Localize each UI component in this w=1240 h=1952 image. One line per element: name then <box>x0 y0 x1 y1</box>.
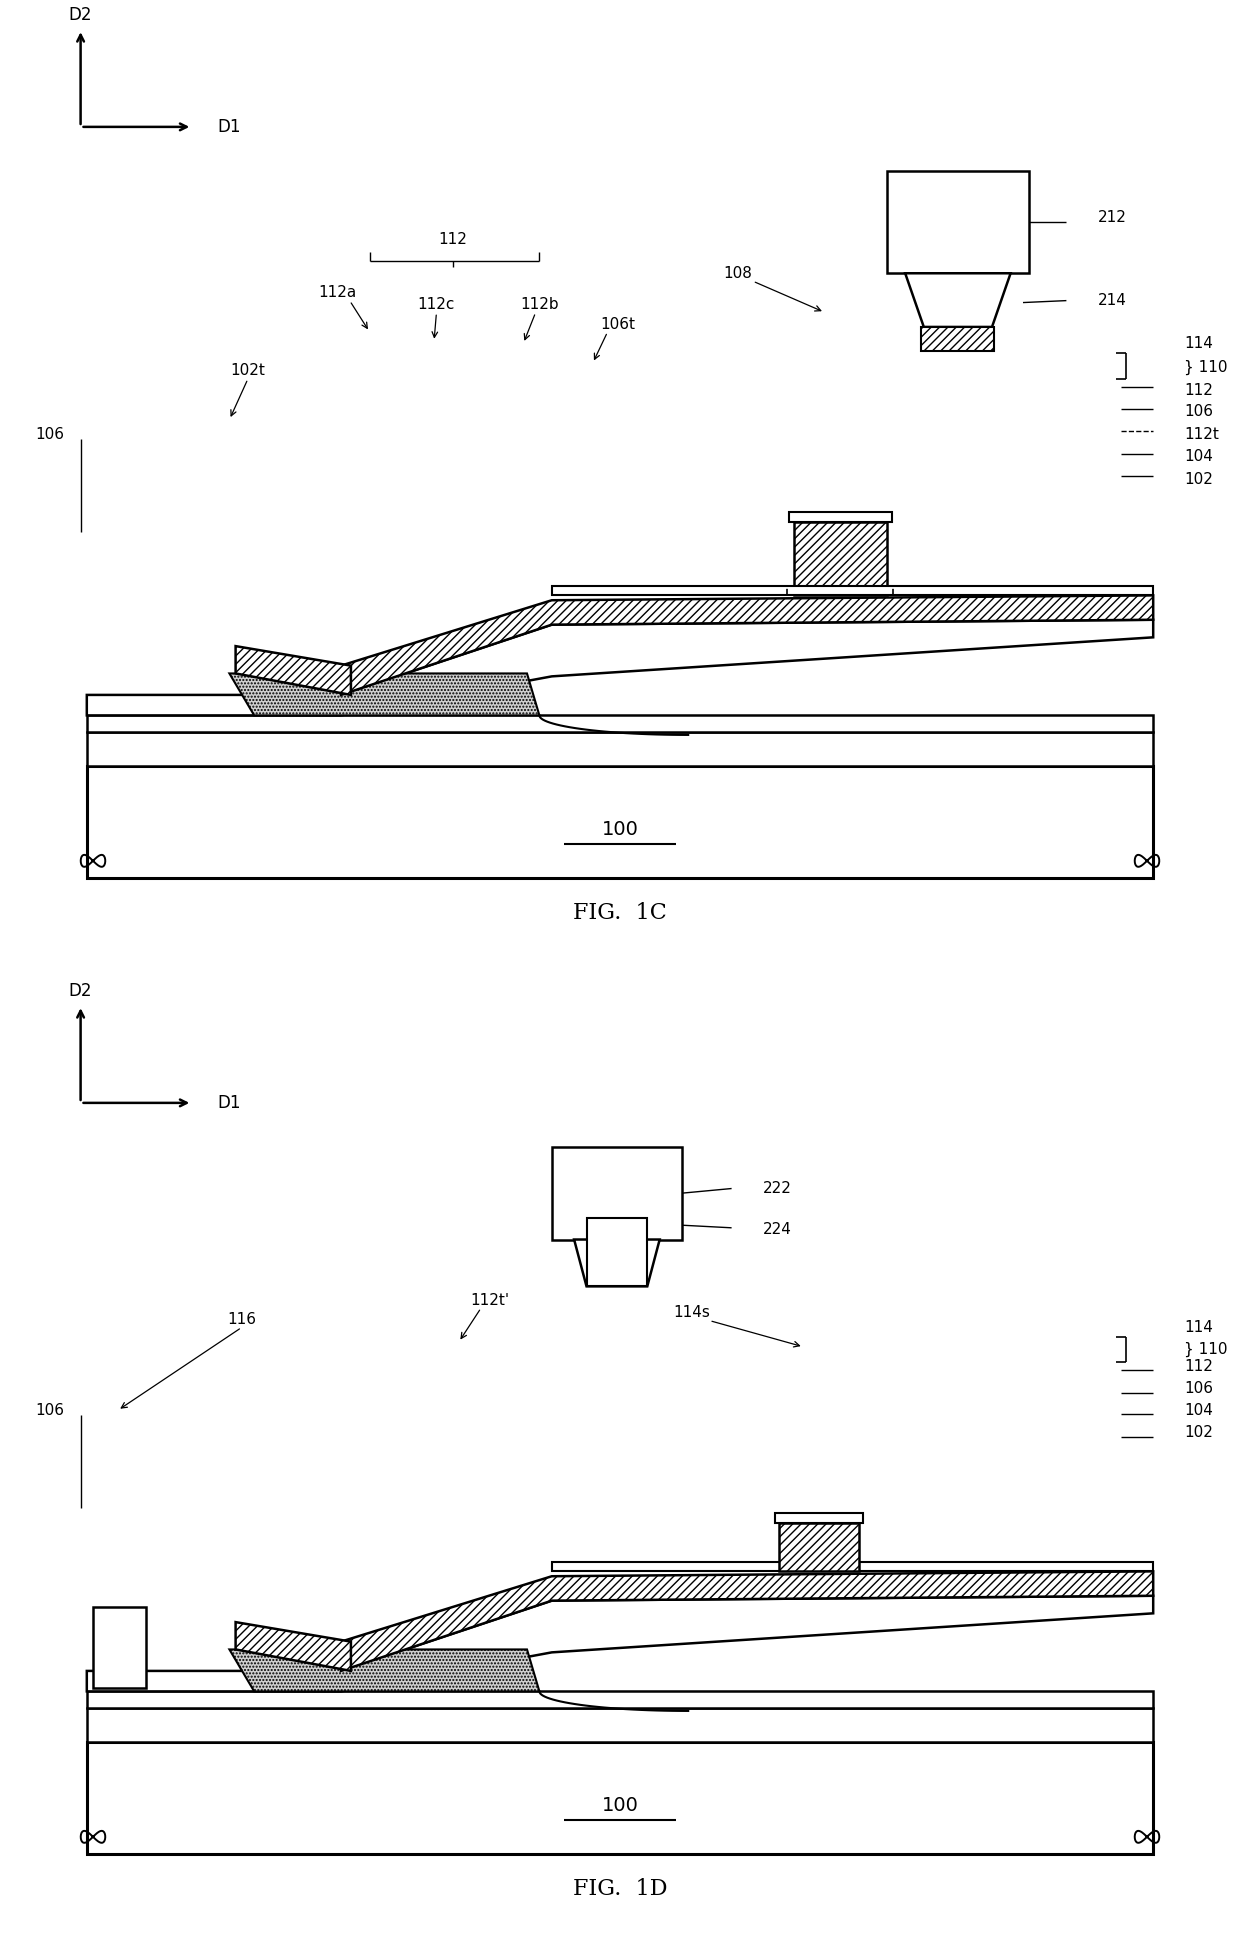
Polygon shape <box>229 673 539 714</box>
Text: 106: 106 <box>35 1403 64 1417</box>
Polygon shape <box>87 1597 1153 1690</box>
Text: 104: 104 <box>1184 449 1213 465</box>
Polygon shape <box>87 1690 1153 1708</box>
Polygon shape <box>236 1622 351 1671</box>
Text: 112a: 112a <box>319 285 356 301</box>
Text: 114: 114 <box>1184 336 1213 351</box>
Text: 100: 100 <box>601 1796 639 1815</box>
Polygon shape <box>87 1741 1153 1854</box>
Text: 104: 104 <box>1184 1403 1213 1417</box>
Text: 114: 114 <box>1184 1320 1213 1335</box>
Polygon shape <box>87 765 1153 878</box>
Polygon shape <box>341 595 1153 695</box>
Polygon shape <box>794 521 887 595</box>
FancyBboxPatch shape <box>552 1148 682 1240</box>
Text: 106: 106 <box>35 427 64 441</box>
Polygon shape <box>341 1571 1153 1671</box>
Text: 224: 224 <box>763 1222 791 1238</box>
Text: 114s: 114s <box>673 1306 711 1320</box>
Text: 214: 214 <box>1097 293 1126 308</box>
Polygon shape <box>87 714 1153 732</box>
Polygon shape <box>236 646 351 695</box>
Polygon shape <box>775 1513 863 1523</box>
Polygon shape <box>87 1708 1153 1741</box>
Text: 112: 112 <box>1184 383 1213 398</box>
Text: 102: 102 <box>1184 1425 1213 1441</box>
Text: D2: D2 <box>69 982 92 999</box>
Polygon shape <box>921 326 994 351</box>
Text: 112c: 112c <box>418 297 455 312</box>
FancyBboxPatch shape <box>587 1218 647 1286</box>
Text: } 110: } 110 <box>1184 1343 1228 1357</box>
Text: 102: 102 <box>1184 472 1213 486</box>
Polygon shape <box>779 1523 859 1571</box>
Polygon shape <box>93 1608 146 1688</box>
Text: 112: 112 <box>1184 1359 1213 1374</box>
Polygon shape <box>87 732 1153 765</box>
Text: 100: 100 <box>601 820 639 839</box>
Text: 222: 222 <box>763 1181 791 1197</box>
Text: 102t: 102t <box>231 363 265 379</box>
Polygon shape <box>87 621 1153 714</box>
Text: 116: 116 <box>227 1312 257 1327</box>
Text: } 110: } 110 <box>1184 359 1228 375</box>
Text: 106: 106 <box>1184 1382 1213 1396</box>
Text: 112t: 112t <box>1184 427 1219 441</box>
Polygon shape <box>552 1562 1153 1571</box>
Text: 212: 212 <box>1097 209 1126 224</box>
Text: 106: 106 <box>1184 404 1213 420</box>
FancyBboxPatch shape <box>887 172 1029 273</box>
Polygon shape <box>789 511 892 521</box>
Text: 112: 112 <box>438 232 467 246</box>
Polygon shape <box>229 1649 539 1690</box>
Text: D1: D1 <box>217 117 241 137</box>
Text: D2: D2 <box>69 6 92 23</box>
Polygon shape <box>905 273 1011 326</box>
Text: 108: 108 <box>723 265 753 281</box>
Text: 112b: 112b <box>520 297 559 312</box>
Text: FIG.  1C: FIG. 1C <box>573 902 667 923</box>
Text: D1: D1 <box>217 1093 241 1113</box>
Polygon shape <box>574 1240 660 1286</box>
Text: 106t: 106t <box>600 316 635 332</box>
Polygon shape <box>552 586 1153 595</box>
Text: 112t': 112t' <box>470 1292 510 1308</box>
Text: FIG.  1D: FIG. 1D <box>573 1878 667 1899</box>
